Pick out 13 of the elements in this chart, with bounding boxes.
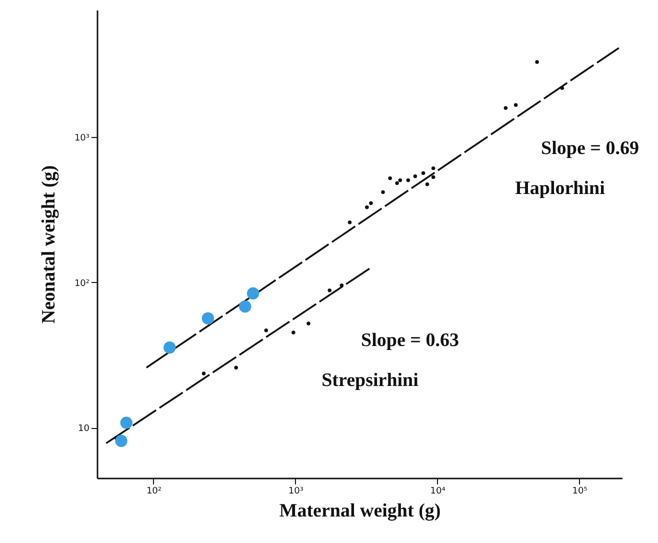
annotation: Haplorhini <box>515 178 605 199</box>
x-tick-label: 10² <box>146 486 162 496</box>
annotation: Slope = 0.69 <box>541 138 639 159</box>
x-tick-label: 10⁴ <box>430 486 446 496</box>
y-tick-label: 10³ <box>74 134 90 144</box>
y-tick-label: 10 <box>78 424 90 434</box>
annotation: Slope = 0.63 <box>361 330 459 351</box>
x-tick-label: 10⁵ <box>572 486 588 496</box>
y-axis-title: Neonatal weight (g) <box>38 165 60 324</box>
x-tick-label: 10³ <box>288 486 304 496</box>
y-tick-label: 10² <box>74 278 90 289</box>
x-axis-title: Maternal weight (g) <box>279 500 441 522</box>
annotation: Strepsirhini <box>322 370 418 391</box>
